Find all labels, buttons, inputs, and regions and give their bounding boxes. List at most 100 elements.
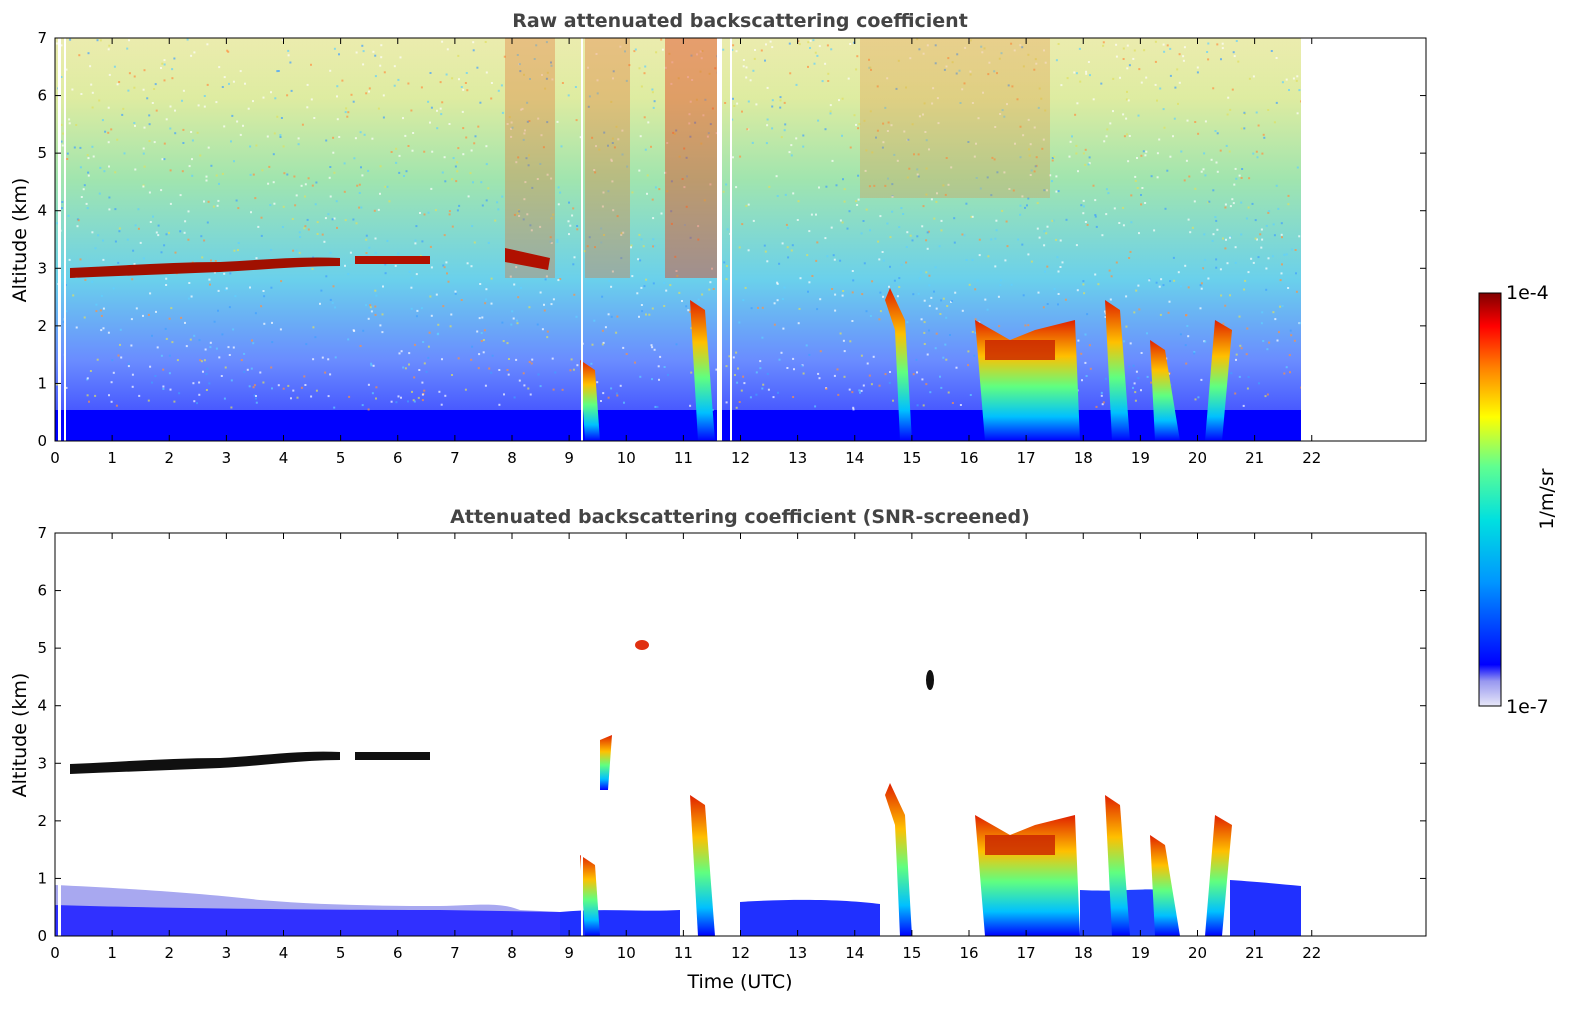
noise-pixel: [1082, 283, 1085, 286]
noise-pixel: [1215, 258, 1218, 261]
noise-pixel: [333, 47, 336, 50]
noise-pixel: [784, 193, 787, 196]
noise-pixel: [270, 91, 272, 94]
noise-pixel: [1224, 304, 1227, 307]
noise-pixel: [1233, 55, 1236, 58]
noise-pixel: [541, 328, 544, 331]
noise-pixel: [1142, 150, 1145, 153]
noise-pixel: [742, 65, 745, 68]
noise-pixel: [519, 70, 522, 73]
noise-pixel: [690, 371, 693, 374]
noise-pixel: [1105, 213, 1108, 216]
noise-pixel: [232, 328, 235, 331]
noise-pixel: [666, 190, 669, 193]
noise-pixel: [518, 210, 521, 213]
x-tick-label: 14: [845, 449, 864, 467]
noise-pixel: [1159, 87, 1162, 90]
noise-pixel: [127, 362, 130, 365]
noise-pixel: [825, 387, 828, 390]
noise-pixel: [1214, 216, 1217, 219]
noise-pixel: [353, 157, 356, 160]
noise-pixel: [303, 227, 306, 230]
noise-pixel: [152, 215, 154, 218]
noise-pixel: [313, 117, 316, 119]
noise-pixel: [917, 292, 920, 295]
noise-pixel: [214, 260, 217, 262]
noise-pixel: [1071, 135, 1073, 138]
noise-pixel: [411, 277, 413, 280]
noise-pixel: [993, 158, 996, 161]
noise-pixel: [708, 72, 711, 75]
noise-pixel: [998, 325, 1001, 328]
noise-pixel: [1107, 192, 1110, 195]
noise-pixel: [476, 330, 479, 333]
noise-pixel: [123, 152, 126, 155]
x-tick-label: 21: [1245, 944, 1264, 962]
noise-pixel: [1079, 80, 1082, 83]
noise-pixel: [797, 40, 800, 43]
noise-pixel: [60, 76, 63, 78]
noise-pixel: [427, 345, 430, 348]
noise-pixel: [725, 183, 728, 186]
noise-pixel: [1137, 114, 1140, 117]
noise-pixel: [1011, 85, 1014, 88]
noise-pixel: [799, 277, 802, 280]
noise-pixel: [244, 82, 246, 85]
noise-pixel: [824, 128, 827, 131]
noise-pixel: [964, 46, 967, 49]
noise-pixel: [520, 286, 522, 289]
noise-pixel: [704, 98, 707, 101]
noise-pixel: [138, 394, 141, 397]
noise-pixel: [208, 278, 211, 281]
noise-pixel: [1255, 111, 1258, 114]
noise-pixel: [816, 241, 819, 244]
noise-pixel: [967, 364, 970, 367]
noise-pixel: [464, 82, 467, 84]
noise-pixel: [678, 291, 681, 294]
noise-pixel: [814, 405, 817, 408]
noise-pixel: [747, 203, 750, 206]
noise-pixel: [336, 118, 339, 121]
noise-pixel: [683, 186, 686, 189]
noise-pixel: [1234, 261, 1237, 264]
noise-pixel: [898, 277, 901, 280]
noise-pixel: [198, 393, 201, 396]
noise-pixel: [1196, 71, 1199, 74]
noise-pixel: [55, 42, 58, 45]
noise-pixel: [643, 285, 646, 288]
noise-pixel: [643, 72, 646, 75]
noise-pixel: [827, 80, 830, 82]
noise-pixel: [513, 213, 516, 216]
noise-pixel: [852, 406, 855, 409]
noise-pixel: [784, 123, 787, 126]
noise-pixel: [1160, 278, 1163, 281]
noise-pixel: [490, 97, 493, 100]
noise-pixel: [234, 295, 237, 298]
noise-pixel: [893, 153, 896, 156]
noise-pixel: [817, 372, 820, 375]
noise-pixel: [348, 395, 351, 398]
noise-pixel: [923, 299, 926, 302]
noise-pixel: [739, 155, 742, 158]
noise-pixel: [786, 246, 789, 249]
noise-pixel: [868, 185, 871, 188]
noise-pixel: [133, 122, 136, 124]
noise-pixel: [658, 378, 660, 381]
noise-pixel: [397, 252, 400, 255]
noise-pixel: [895, 87, 898, 90]
noise-pixel: [114, 208, 117, 211]
noise-pixel: [1134, 180, 1137, 182]
noise-pixel: [1064, 298, 1067, 301]
noise-pixel: [836, 368, 839, 371]
x-tick-label: 19: [1131, 449, 1150, 467]
noise-pixel: [813, 62, 816, 65]
noise-pixel: [884, 106, 887, 109]
noise-pixel: [925, 167, 928, 170]
noise-pixel: [213, 320, 216, 323]
noise-pixel: [263, 322, 266, 325]
noise-pixel: [815, 259, 818, 262]
noise-pixel: [1005, 220, 1008, 223]
noise-pixel: [115, 404, 118, 407]
noise-pixel: [830, 48, 833, 51]
noise-pixel: [1016, 98, 1019, 101]
